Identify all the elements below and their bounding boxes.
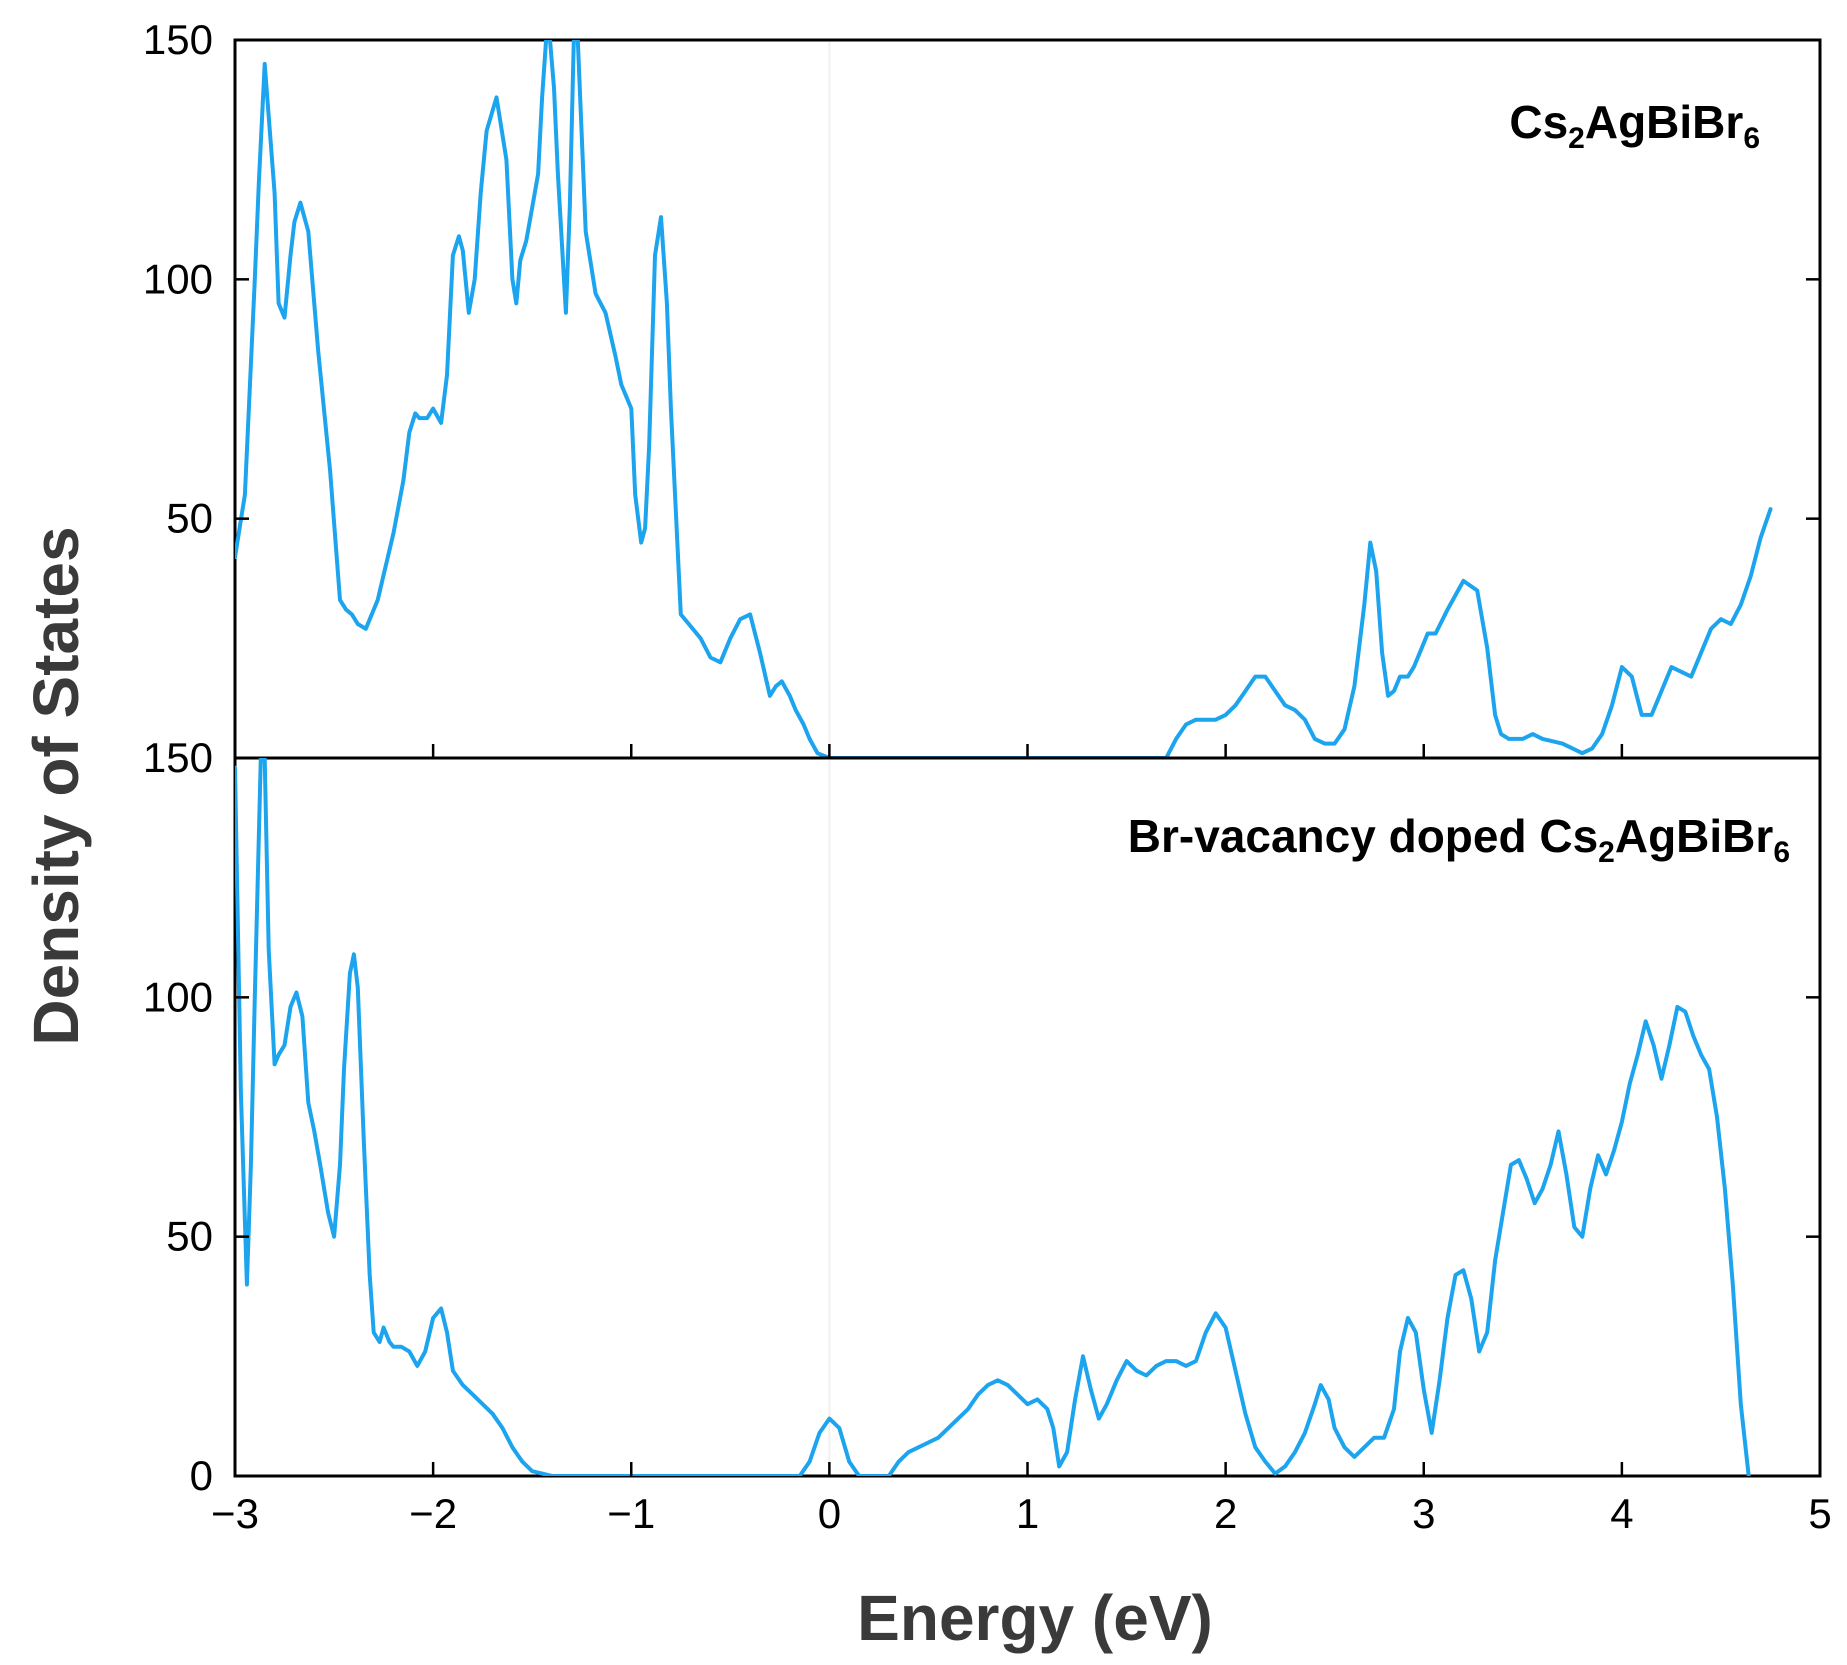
y-tick-label-2-100: 100	[143, 973, 213, 1020]
x-tick-label-4: 4	[1610, 1490, 1633, 1537]
dos-series-line-2	[235, 758, 1751, 1476]
x-axis-title: Energy (eV)	[857, 1582, 1213, 1654]
x-tick-label--3: −3	[211, 1490, 259, 1537]
panel-label-bottom: Br-vacancy doped Cs2AgBiBr6	[1128, 810, 1790, 869]
panel-label-top: Cs2AgBiBr6	[1509, 96, 1760, 155]
panel-label-top-sub2: 6	[1743, 122, 1760, 155]
y-tick-label-1-100: 100	[143, 255, 213, 302]
x-tick-label-5: 5	[1808, 1490, 1831, 1537]
y-tick-label-1-50: 50	[166, 495, 213, 542]
panel-label-bottom-sub2: 6	[1773, 836, 1790, 869]
panel-label-bottom-mid: AgBiBr	[1615, 810, 1774, 862]
y-tick-label-1-150: 150	[143, 16, 213, 63]
y-tick-label-2-50: 50	[166, 1213, 213, 1260]
x-tick-label-3: 3	[1412, 1490, 1435, 1537]
x-tick-label-2: 2	[1214, 1490, 1237, 1537]
y-tick-label-2-0: 0	[190, 1452, 213, 1499]
panel-label-top-sub1: 2	[1568, 122, 1585, 155]
ticks-layer	[233, 38, 1822, 1478]
y-tick-label-2-150: 150	[143, 734, 213, 781]
panel-label-top-base: Cs	[1509, 96, 1568, 148]
x-tick-label-0: 0	[818, 1490, 841, 1537]
panel-frame-2	[233, 756, 1822, 1478]
dos-series-line-1	[235, 40, 1773, 758]
x-tick-label--1: −1	[607, 1490, 655, 1537]
panel-label-bottom-base: Br-vacancy doped Cs	[1128, 810, 1598, 862]
x-tick-label-1: 1	[1016, 1490, 1039, 1537]
panel-label-bottom-sub1: 2	[1598, 836, 1615, 869]
y-axis-title: Density of States	[20, 526, 92, 1045]
panel-label-top-mid: AgBiBr	[1585, 96, 1744, 148]
x-tick-label--2: −2	[409, 1490, 457, 1537]
